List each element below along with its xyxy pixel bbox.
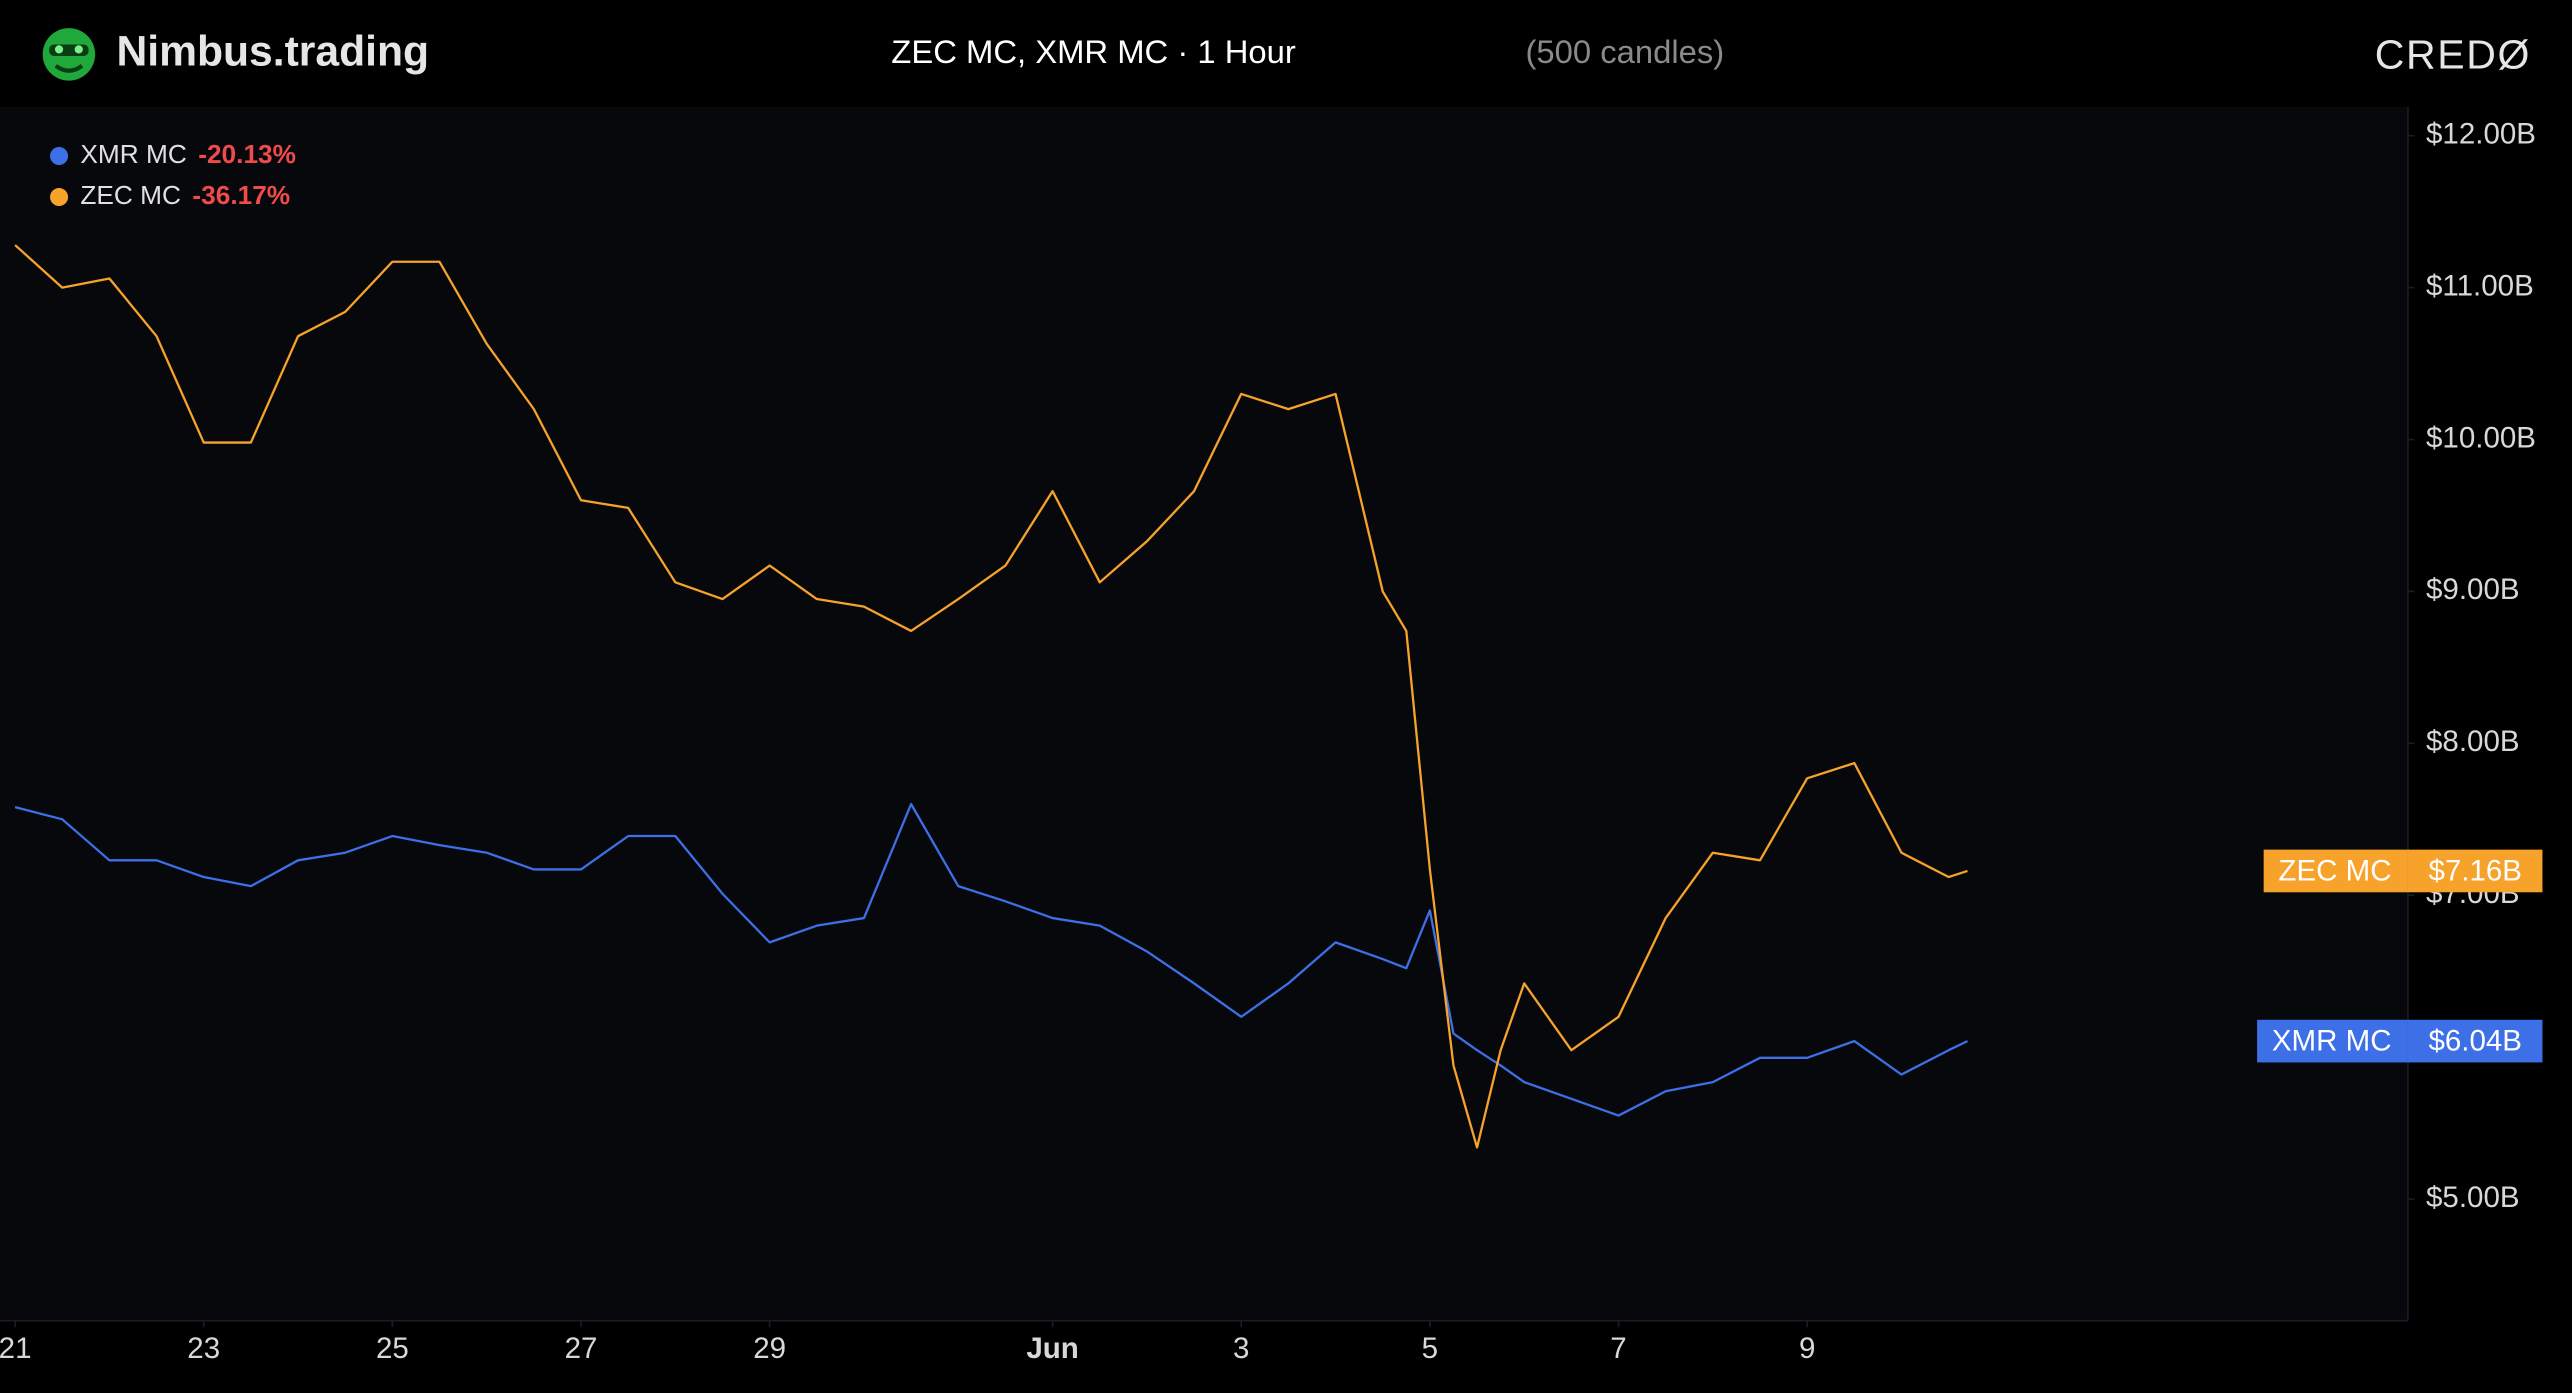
x-tick-label: 3 <box>1233 1332 1249 1365</box>
legend-label: XMR MC <box>80 139 186 169</box>
x-tick-label: Jun <box>1026 1332 1078 1365</box>
y-tick-label: $9.00B <box>2426 573 2520 606</box>
series-line <box>14 244 1968 1149</box>
y-tick-label: $10.00B <box>2426 421 2536 454</box>
plot-area <box>0 106 2408 1321</box>
series-line <box>14 802 1968 1117</box>
price-tag <box>2407 1019 2543 1063</box>
price-tag <box>2407 849 2543 893</box>
series-tag <box>2257 1019 2408 1063</box>
x-tick-label: 7 <box>1610 1332 1626 1365</box>
chart-subtitle: (500 candles) <box>1525 33 1724 70</box>
x-tick-label: 23 <box>187 1332 220 1365</box>
x-tick-label: 5 <box>1422 1332 1438 1365</box>
series-tag-label: XMR MC <box>2272 1025 2392 1058</box>
x-tick-label: 21 <box>0 1332 32 1365</box>
logo <box>42 28 96 81</box>
x-tick-label: 27 <box>565 1332 598 1365</box>
x-tick-label: 9 <box>1799 1332 1815 1365</box>
price-tag-label: $6.04B <box>2428 1025 2522 1058</box>
price-tag-label: $7.16B <box>2428 854 2522 887</box>
x-tick-label: 25 <box>376 1332 409 1365</box>
y-tick-label: $11.00B <box>2426 269 2534 302</box>
brand: Nimbus.trading <box>116 28 429 76</box>
legend-swatch <box>50 188 69 207</box>
series-tag-label: ZEC MC <box>2278 854 2391 887</box>
chart-title: ZEC MC, XMR MC · 1 Hour <box>891 33 1296 70</box>
series-tag <box>2263 849 2408 893</box>
y-tick-label: $12.00B <box>2426 117 2536 150</box>
legend-change: -20.13% <box>198 139 296 169</box>
y-tick-label: $5.00B <box>2426 1181 2520 1214</box>
partner-logo: CREDØ <box>2375 31 2531 77</box>
legend-label: ZEC MC <box>80 180 181 210</box>
x-tick-label: 29 <box>753 1332 786 1365</box>
legend-change: -36.17% <box>192 180 290 210</box>
y-tick-label: $8.00B <box>2426 725 2520 758</box>
legend-swatch <box>50 146 69 166</box>
